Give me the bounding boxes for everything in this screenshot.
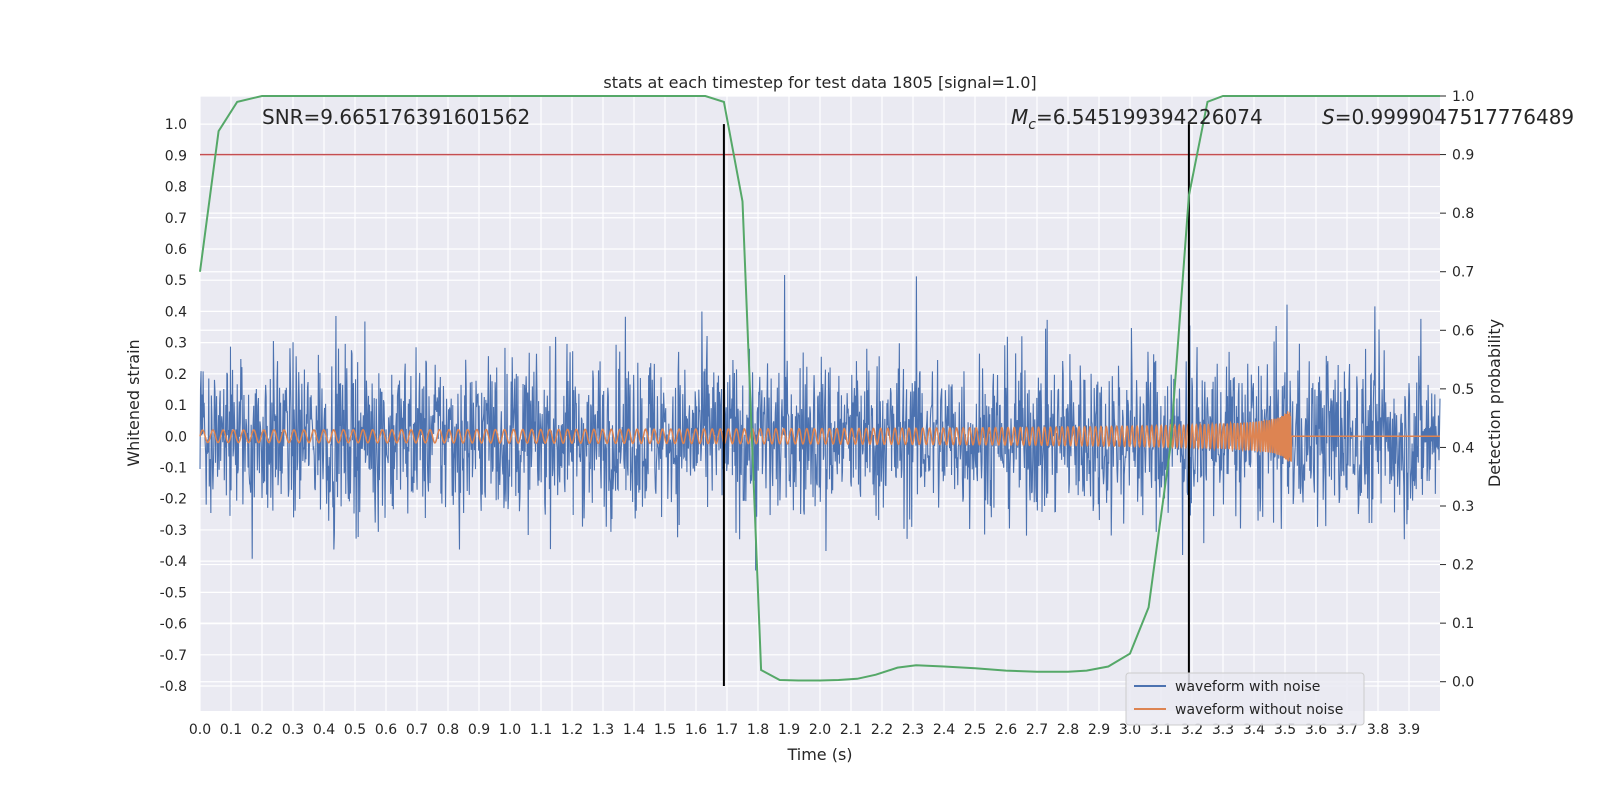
legend: waveform with noise waveform without noi… [1125, 672, 1365, 726]
x-tick-label: 0.2 [251, 722, 273, 738]
y-tick-label: -0.8 [160, 679, 187, 695]
x-tick-label: 0.8 [437, 722, 459, 738]
mc-subscript: c [1028, 117, 1036, 133]
y-axis-label: Whitened strain [124, 339, 143, 466]
y-tick-label: 0.5 [165, 273, 187, 289]
x-tick-label: 1.6 [685, 722, 707, 738]
y-tick-label: -0.4 [160, 554, 187, 570]
y-tick-label: -0.6 [160, 617, 187, 633]
x-tick-labels: 0.0 0.1 0.2 0.3 0.4 0.5 0.6 0.7 0.8 0.9 1.0 1.1 1.2 1… [189, 722, 1420, 738]
x-tick-label: 2.3 [902, 722, 924, 738]
legend-label-clean: waveform without noise [1175, 702, 1343, 718]
x-tick-label: 3.3 [1212, 722, 1234, 738]
y2-tick-label: 0.2 [1452, 558, 1474, 574]
x-tick-label: 2.8 [1057, 722, 1079, 738]
mc-value: =6.545199394226074 [1036, 105, 1263, 129]
y-tick-label: 0.3 [165, 336, 187, 352]
x-tick-label: 3.6 [1305, 722, 1327, 738]
x-tick-label: 1.9 [778, 722, 800, 738]
y2-tick-label: 1.0 [1452, 89, 1474, 105]
x-tick-label: 0.7 [406, 722, 428, 738]
x-tick-label: 1.3 [592, 722, 614, 738]
y-tick-label: 0.0 [165, 429, 187, 445]
y-tick-label: -0.1 [160, 460, 187, 476]
x-tick-label: 3.1 [1150, 722, 1172, 738]
mc-symbol: M [1011, 105, 1028, 129]
y2-axis-label: Detection probability [1485, 319, 1504, 487]
x-tick-label: 0.4 [313, 722, 335, 738]
x-tick-label: 1.8 [747, 722, 769, 738]
y-tick-label: 1.0 [165, 117, 187, 133]
y2-tick-label: 0.4 [1452, 440, 1474, 456]
y-tick-label: 0.4 [165, 304, 187, 320]
x-tick-label: 0.0 [189, 722, 211, 738]
y2-tick-label: 0.0 [1452, 675, 1474, 691]
legend-box [1125, 672, 1365, 726]
y2-tick-label: 0.5 [1452, 382, 1474, 398]
y2-tick-label: 0.6 [1452, 323, 1474, 339]
x-tick-label: 2.1 [840, 722, 862, 738]
chart-title: stats at each timestep for test data 180… [603, 73, 1036, 92]
x-tick-label: 3.5 [1274, 722, 1296, 738]
x-tick-label: 3.8 [1367, 722, 1389, 738]
y-tick-labels: 1.0 0.9 0.8 0.7 0.6 0.5 0.4 0.3 0.2 0.1 0.0 -0.1 -0.… [160, 117, 187, 695]
y2-tick-labels: 1.0 0.9 0.8 0.7 0.6 0.5 0.4 0.3 0.2 0.1 0.0 [1440, 89, 1474, 691]
x-tick-label: 2.7 [1026, 722, 1048, 738]
x-tick-label: 1.2 [561, 722, 583, 738]
x-tick-label: 2.5 [964, 722, 986, 738]
legend-label-noise: waveform with noise [1175, 679, 1320, 695]
x-tick-label: 1.5 [654, 722, 676, 738]
x-tick-label: 3.0 [1119, 722, 1141, 738]
snr-annotation: SNR=9.665176391601562 [262, 105, 530, 129]
s-annotation: S=0.9999047517776489 [1322, 105, 1574, 129]
gridlines [199, 95, 1440, 711]
x-tick-label: 2.6 [995, 722, 1017, 738]
clean-waveform-line [199, 411, 1440, 462]
y-tick-label: 0.6 [165, 242, 187, 258]
y-tick-label: 0.7 [165, 211, 187, 227]
y2-tick-label: 0.3 [1452, 499, 1474, 515]
y-tick-label: 0.9 [165, 148, 187, 164]
x-axis-label: Time (s) [786, 745, 852, 764]
x-tick-label: 2.9 [1088, 722, 1110, 738]
y-tick-label: 0.8 [165, 180, 187, 196]
y2-tick-label: 0.7 [1452, 265, 1474, 281]
x-tick-label: 3.2 [1181, 722, 1203, 738]
overlay-lines [199, 95, 1440, 687]
y-tick-label: 0.1 [165, 398, 187, 414]
x-tick-label: 3.9 [1398, 722, 1420, 738]
x-tick-label: 0.1 [220, 722, 242, 738]
y2-tick-label: 0.1 [1452, 616, 1474, 632]
x-tick-label: 2.0 [809, 722, 831, 738]
y-tick-label: -0.5 [160, 585, 187, 601]
y2-tick-label: 0.9 [1452, 148, 1474, 164]
x-tick-label: 2.4 [933, 722, 955, 738]
x-tick-label: 0.6 [375, 722, 397, 738]
x-tick-label: 3.7 [1336, 722, 1358, 738]
y-tick-label: -0.3 [160, 523, 187, 539]
s-value: =0.9999047517776489 [1335, 105, 1574, 129]
x-tick-label: 2.2 [871, 722, 893, 738]
noise-waveform-line [199, 274, 1441, 571]
x-tick-label: 0.3 [282, 722, 304, 738]
noise-waveform-series [199, 274, 1441, 571]
x-tick-label: 1.0 [499, 722, 521, 738]
y-tick-label: -0.2 [160, 492, 187, 508]
x-tick-label: 1.4 [623, 722, 645, 738]
x-tick-label: 1.1 [530, 722, 552, 738]
detection-probability-line [199, 95, 1440, 682]
y-tick-label: -0.7 [160, 648, 187, 664]
s-symbol: S [1322, 105, 1335, 129]
x-tick-label: 0.9 [468, 722, 490, 738]
x-tick-label: 1.7 [716, 722, 738, 738]
mc-annotation: Mc=6.545199394226074 [1011, 105, 1263, 133]
y-tick-label: 0.2 [165, 367, 187, 383]
x-tick-label: 3.4 [1243, 722, 1265, 738]
x-tick-label: 0.5 [344, 722, 366, 738]
clean-waveform-series [199, 411, 1440, 462]
y2-tick-label: 0.8 [1452, 206, 1474, 222]
